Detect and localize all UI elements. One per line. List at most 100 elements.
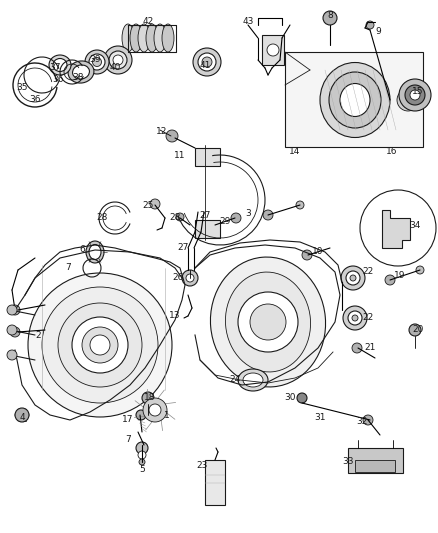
Text: 22: 22 xyxy=(362,268,374,277)
Ellipse shape xyxy=(130,24,142,52)
Text: 7: 7 xyxy=(65,263,71,272)
Circle shape xyxy=(176,213,184,221)
Ellipse shape xyxy=(243,373,263,387)
Circle shape xyxy=(182,270,198,286)
Text: 24: 24 xyxy=(230,376,240,384)
Circle shape xyxy=(363,415,373,425)
Text: 28: 28 xyxy=(96,214,108,222)
Ellipse shape xyxy=(104,46,132,74)
Circle shape xyxy=(10,327,20,337)
Text: 29: 29 xyxy=(219,217,231,227)
Circle shape xyxy=(348,311,362,325)
Text: 21: 21 xyxy=(364,343,376,352)
Circle shape xyxy=(202,57,212,67)
Ellipse shape xyxy=(89,245,101,260)
Text: 30: 30 xyxy=(284,393,296,402)
Bar xyxy=(262,35,284,65)
Circle shape xyxy=(352,343,362,353)
Ellipse shape xyxy=(210,257,325,387)
Text: 37: 37 xyxy=(49,63,61,72)
Text: 20: 20 xyxy=(412,326,424,335)
Ellipse shape xyxy=(122,24,134,52)
Circle shape xyxy=(238,292,298,352)
Text: 40: 40 xyxy=(110,63,121,72)
Circle shape xyxy=(193,48,221,76)
Circle shape xyxy=(366,21,374,29)
Circle shape xyxy=(150,199,160,209)
Text: 12: 12 xyxy=(156,127,168,136)
Ellipse shape xyxy=(340,84,370,117)
Text: 13: 13 xyxy=(169,311,181,320)
Circle shape xyxy=(58,303,142,387)
Circle shape xyxy=(7,350,17,360)
Ellipse shape xyxy=(138,24,150,52)
Circle shape xyxy=(416,266,424,274)
Circle shape xyxy=(360,190,436,266)
Circle shape xyxy=(136,410,146,420)
Circle shape xyxy=(28,273,172,417)
Text: 39: 39 xyxy=(89,55,101,64)
Text: 43: 43 xyxy=(242,18,254,27)
Text: 11: 11 xyxy=(174,150,186,159)
Text: 22: 22 xyxy=(362,313,374,322)
Circle shape xyxy=(142,392,154,404)
Text: 31: 31 xyxy=(314,414,326,423)
Text: 7: 7 xyxy=(125,435,131,445)
Circle shape xyxy=(186,274,194,282)
Text: 26: 26 xyxy=(172,273,184,282)
Text: 14: 14 xyxy=(290,148,301,157)
Ellipse shape xyxy=(89,54,105,70)
Circle shape xyxy=(296,201,304,209)
Text: 4: 4 xyxy=(19,414,25,423)
Circle shape xyxy=(391,236,399,244)
Circle shape xyxy=(231,213,241,223)
Text: 41: 41 xyxy=(199,61,211,69)
Circle shape xyxy=(267,44,279,56)
Text: 25: 25 xyxy=(142,200,154,209)
Circle shape xyxy=(250,304,286,340)
Circle shape xyxy=(72,317,128,373)
Ellipse shape xyxy=(73,65,89,79)
Ellipse shape xyxy=(49,55,71,75)
Text: 27: 27 xyxy=(177,244,189,253)
Circle shape xyxy=(385,275,395,285)
Circle shape xyxy=(198,53,216,71)
Text: 32: 32 xyxy=(356,417,367,426)
Ellipse shape xyxy=(85,50,109,74)
Ellipse shape xyxy=(162,24,174,52)
Text: 8: 8 xyxy=(327,11,333,20)
Circle shape xyxy=(350,275,356,281)
Text: 6: 6 xyxy=(79,246,85,254)
Ellipse shape xyxy=(320,62,390,138)
Circle shape xyxy=(138,451,146,459)
Circle shape xyxy=(149,404,161,416)
Circle shape xyxy=(263,210,273,220)
Text: 34: 34 xyxy=(410,221,420,230)
Text: 2: 2 xyxy=(35,330,41,340)
Ellipse shape xyxy=(146,24,158,52)
Bar xyxy=(285,52,423,147)
Bar xyxy=(195,220,220,238)
Text: 35: 35 xyxy=(16,84,28,93)
Circle shape xyxy=(90,335,110,355)
Ellipse shape xyxy=(402,94,414,106)
Circle shape xyxy=(139,459,145,465)
Ellipse shape xyxy=(109,51,127,69)
Text: 16: 16 xyxy=(386,148,398,157)
Text: 42: 42 xyxy=(142,18,154,27)
Text: 5: 5 xyxy=(139,465,145,474)
Text: 28: 28 xyxy=(170,214,181,222)
Text: 19: 19 xyxy=(394,271,406,279)
Circle shape xyxy=(82,327,118,363)
Bar xyxy=(348,448,403,473)
Ellipse shape xyxy=(226,272,311,372)
Circle shape xyxy=(341,266,365,290)
Ellipse shape xyxy=(397,89,419,111)
Ellipse shape xyxy=(53,59,67,71)
Circle shape xyxy=(352,315,358,321)
Text: 3: 3 xyxy=(245,208,251,217)
Polygon shape xyxy=(382,210,410,248)
Circle shape xyxy=(410,90,420,100)
Ellipse shape xyxy=(86,241,104,263)
Circle shape xyxy=(136,442,148,454)
